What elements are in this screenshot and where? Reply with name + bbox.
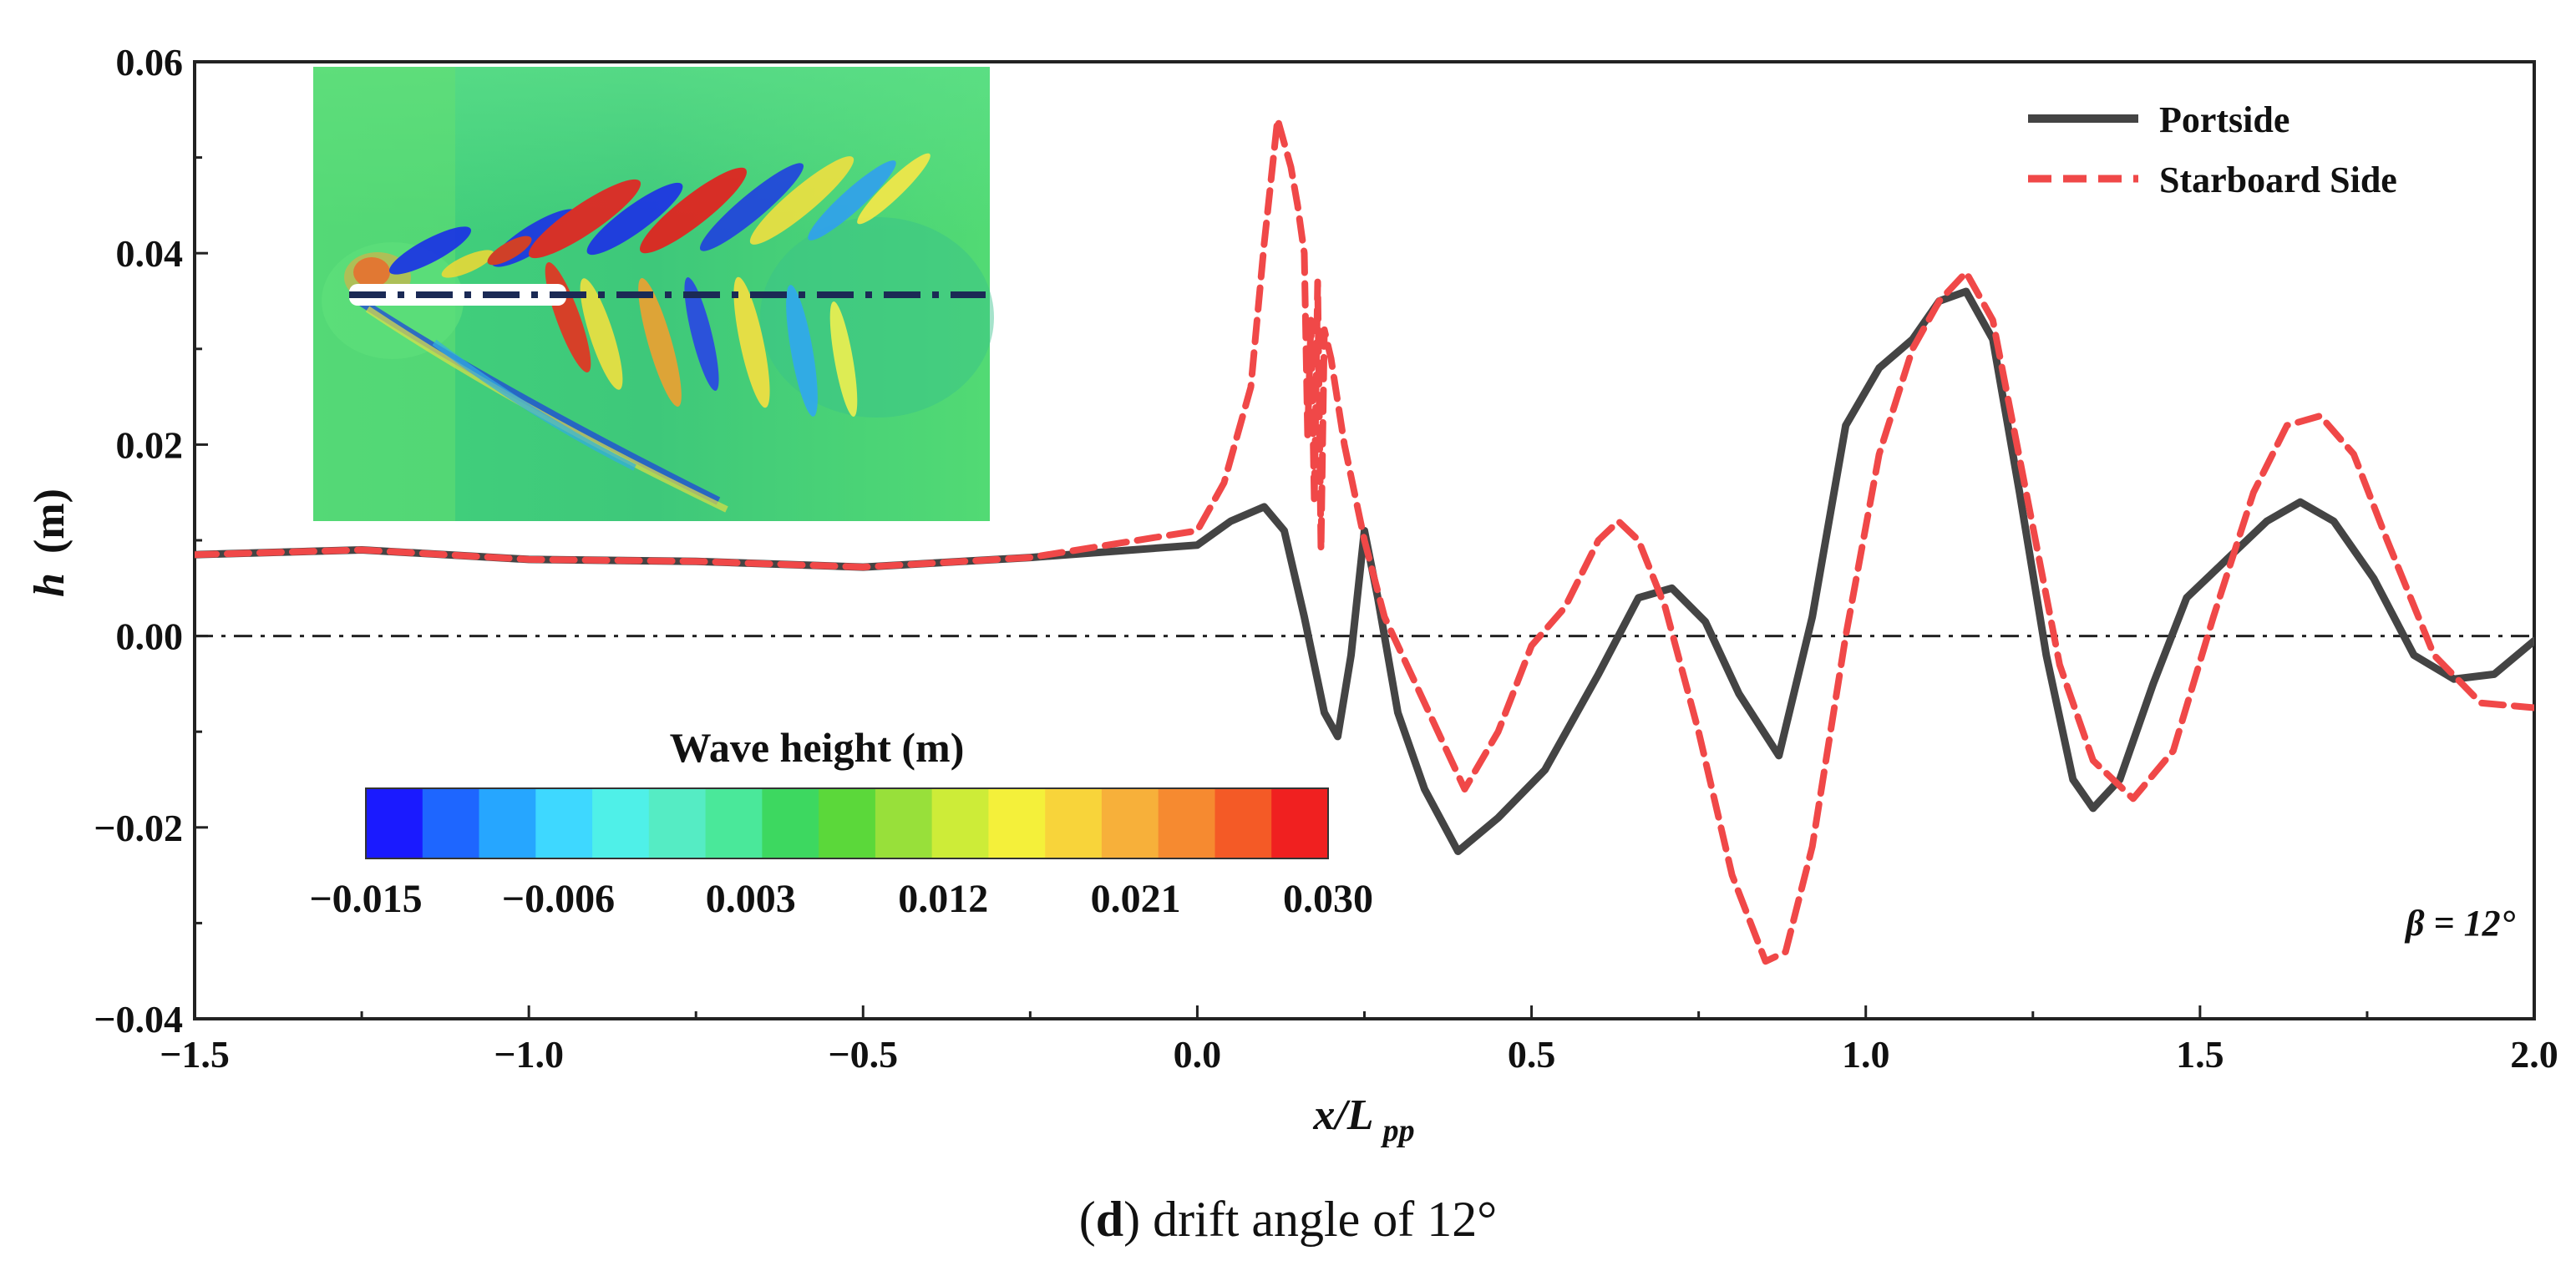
series-line-portside [195, 287, 2534, 855]
colorbar-cell [535, 788, 593, 858]
y-axis-title: h (m) [26, 489, 74, 597]
colorbar-cell [1045, 788, 1103, 858]
colorbar-cell [819, 788, 876, 858]
colorbar-cell [1101, 788, 1159, 858]
series-line-starboard [195, 115, 2534, 965]
x-axis-ticks: −1.5 −1.0 −0.5 0.0 0.5 1.0 1.5 2.0 [160, 1005, 2558, 1076]
y-tick-label: −0.02 [94, 807, 183, 849]
legend-label-portside: Portside [2159, 99, 2289, 140]
colorbar-cell [1214, 788, 1273, 858]
colorbar-cell [988, 788, 1046, 858]
colorbar-cell [592, 788, 650, 858]
y-axis-unit: (m) [26, 489, 74, 554]
colorbar-title: Wave height (m) [670, 724, 965, 771]
colorbar-tick-label: 0.030 [1283, 877, 1373, 921]
colorbar-cell [931, 788, 990, 858]
series-layer [195, 115, 2534, 965]
y-axis-ticks: −0.04 −0.02 0.00 0.02 0.04 0.06 [94, 41, 208, 1041]
legend: Portside Starboard Side [2028, 99, 2397, 200]
x-tick-label: −0.5 [828, 1033, 898, 1076]
y-axis-symbol: h [26, 573, 74, 597]
colorbar-cell [648, 788, 707, 858]
x-axis-subscript: pp [1381, 1113, 1415, 1148]
x-axis-title: x/L pp [1312, 1091, 1414, 1148]
x-tick-label: 0.0 [1174, 1033, 1222, 1076]
colorbar-tick-labels: −0.015 −0.006 0.003 0.012 0.021 0.030 [309, 877, 1373, 921]
colorbar-tick-label: −0.015 [309, 877, 422, 921]
y-tick-label: 0.02 [116, 423, 184, 466]
x-tick-label: 1.5 [2176, 1033, 2224, 1076]
legend-label-starboard: Starboard Side [2159, 160, 2397, 200]
x-tick-label: 0.5 [1508, 1033, 1556, 1076]
inset-contour-image [313, 67, 994, 521]
y-tick-label: −0.04 [94, 998, 183, 1041]
drift-angle-annotation: β = 12° [2404, 903, 2516, 944]
x-tick-label: 1.0 [1842, 1033, 1890, 1076]
colorbar-cell [366, 788, 423, 858]
colorbar-cell [875, 788, 933, 858]
colorbar-cell [1271, 788, 1329, 858]
colorbar: Wave height (m) −0.015 −0.006 0.003 0.012 0.… [309, 724, 1373, 921]
y-tick-label: 0.04 [116, 232, 184, 275]
colorbar-tick-label: 0.012 [898, 877, 988, 921]
caption-letter: d [1096, 1192, 1123, 1247]
x-tick-label: −1.5 [160, 1033, 230, 1076]
colorbar-cell [762, 788, 819, 858]
x-tick-label: 2.0 [2510, 1033, 2558, 1076]
figure-caption: (d) drift angle of 12° [1079, 1192, 1498, 1247]
caption-text: drift angle of 12° [1140, 1192, 1497, 1247]
x-tick-label: −1.0 [494, 1033, 564, 1076]
colorbar-cells [366, 788, 1329, 858]
colorbar-tick-label: 0.003 [706, 877, 796, 921]
y-tick-label: 0.00 [116, 615, 184, 658]
colorbar-cell [479, 788, 537, 858]
y-tick-label: 0.06 [116, 41, 184, 84]
colorbar-tick-label: −0.006 [502, 877, 615, 921]
colorbar-tick-label: 0.021 [1091, 877, 1181, 921]
colorbar-cell [1158, 788, 1216, 858]
colorbar-cell [422, 788, 480, 858]
x-axis-symbol: x/L [1312, 1091, 1372, 1139]
colorbar-cell [705, 788, 763, 858]
